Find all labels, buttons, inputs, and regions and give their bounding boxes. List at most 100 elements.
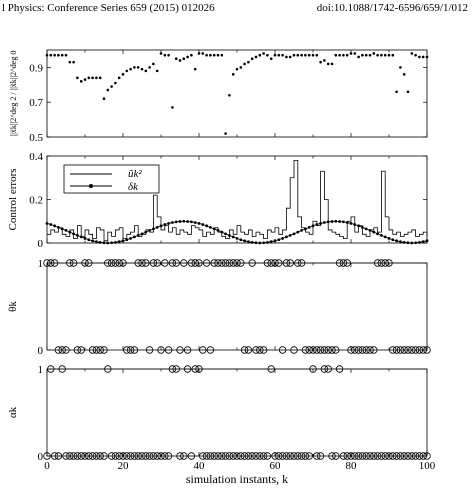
- data-point: [307, 53, 311, 57]
- data-point: [142, 452, 150, 460]
- data-point: [195, 365, 203, 373]
- data-point: [45, 53, 49, 57]
- data-point: [123, 452, 131, 460]
- data-point: [402, 73, 406, 76]
- data-point: [88, 346, 97, 354]
- data-point: [332, 346, 340, 354]
- data-point: [391, 53, 395, 57]
- data-point: [326, 62, 330, 66]
- data-point: [92, 346, 101, 354]
- data-point: [152, 62, 155, 66]
- data-point: [259, 452, 268, 460]
- data-point: [210, 259, 218, 267]
- data-point: [362, 452, 370, 460]
- data-point: [392, 452, 401, 460]
- data-point: [305, 346, 313, 354]
- series-delta-marker: [152, 227, 155, 231]
- series-delta-marker: [95, 240, 98, 244]
- data-point: [106, 88, 110, 92]
- data-point: [361, 53, 364, 57]
- data-point: [138, 452, 146, 460]
- series-delta-marker: [421, 240, 425, 244]
- data-point: [100, 346, 108, 354]
- y-tick-label: 1: [38, 258, 44, 270]
- data-point: [380, 53, 383, 57]
- data-point: [104, 259, 112, 267]
- series-delta-marker: [155, 225, 159, 229]
- data-point: [163, 53, 167, 57]
- series-delta-marker: [364, 227, 368, 231]
- data-point: [87, 76, 91, 80]
- series-delta-marker: [136, 233, 140, 237]
- data-point: [301, 452, 310, 460]
- data-point: [267, 259, 275, 267]
- data-point: [57, 53, 60, 57]
- data-point: [381, 452, 389, 460]
- data-point: [125, 69, 129, 73]
- data-point: [256, 346, 264, 354]
- series-delta-marker: [296, 230, 300, 234]
- series-delta-marker: [129, 237, 133, 240]
- data-point: [110, 85, 113, 88]
- data-point: [123, 346, 131, 354]
- data-point: [164, 452, 173, 460]
- page-header: l Physics: Conference Series 659 (2015) …: [0, 0, 474, 16]
- data-point: [389, 452, 397, 460]
- data-point: [53, 53, 56, 57]
- y-tick-label: 0: [38, 451, 44, 463]
- data-point: [50, 259, 59, 267]
- x-tick-label: 0: [44, 460, 50, 472]
- data-point: [225, 452, 234, 460]
- x-tick-label: 60: [270, 460, 282, 472]
- data-point: [85, 452, 93, 460]
- data-point: [404, 346, 412, 354]
- data-point: [49, 53, 53, 57]
- series-delta-marker: [72, 232, 75, 236]
- data-point: [202, 259, 211, 267]
- data-point: [240, 346, 249, 354]
- data-point: [133, 66, 136, 69]
- data-point: [349, 52, 353, 55]
- data-point: [91, 76, 94, 80]
- data-point: [275, 452, 283, 460]
- data-point: [157, 346, 165, 354]
- x-tick-label: 20: [118, 460, 130, 472]
- series-delta-marker: [117, 240, 121, 244]
- series-delta-marker: [254, 241, 258, 245]
- series-delta-marker: [87, 238, 91, 242]
- data-point: [343, 259, 351, 267]
- series-delta-marker: [60, 227, 64, 231]
- data-point: [62, 346, 70, 354]
- series-delta-marker: [224, 232, 228, 236]
- data-point: [144, 69, 148, 73]
- y-tick-label: 0: [38, 345, 44, 357]
- series-delta-marker: [319, 222, 322, 225]
- data-point: [297, 452, 306, 460]
- series-delta-marker: [361, 225, 364, 229]
- data-point: [88, 452, 97, 460]
- data-point: [400, 346, 408, 354]
- data-point: [408, 452, 416, 460]
- data-point: [233, 452, 241, 460]
- data-point: [285, 55, 288, 59]
- data-point: [387, 53, 391, 57]
- series-delta-marker: [406, 241, 410, 245]
- data-point: [183, 346, 192, 354]
- data-point: [72, 60, 75, 64]
- data-point: [98, 76, 102, 80]
- series-delta-marker: [281, 237, 284, 240]
- data-point: [81, 259, 89, 267]
- data-point: [366, 346, 374, 354]
- series-delta-marker: [285, 235, 288, 239]
- data-point: [330, 62, 334, 66]
- series-u-squared-line: [47, 159, 428, 242]
- series-delta-marker: [376, 232, 379, 236]
- data-point: [50, 452, 59, 460]
- data-point: [117, 76, 121, 80]
- data-point: [58, 346, 66, 354]
- data-point: [271, 259, 279, 267]
- series-delta-marker: [334, 219, 338, 223]
- series-delta-marker: [57, 225, 60, 229]
- series-delta-marker: [178, 220, 182, 223]
- data-point: [332, 452, 340, 460]
